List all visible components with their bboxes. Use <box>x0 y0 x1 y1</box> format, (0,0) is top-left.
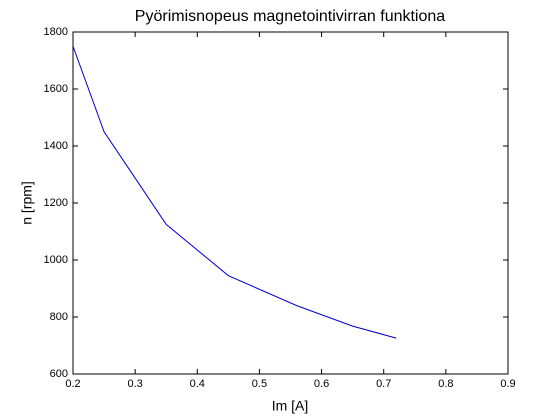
y-axis-label: n [rpm] <box>19 181 35 225</box>
data-line <box>72 46 397 339</box>
y-tick-label: 1600 <box>44 83 68 95</box>
y-tick-label: 1400 <box>44 140 68 152</box>
y-tick-label: 1800 <box>44 26 68 38</box>
x-tick-label: 0.2 <box>65 378 80 390</box>
x-tick-label: 0.4 <box>190 378 205 390</box>
x-tick-label: 0.5 <box>252 378 267 390</box>
x-tick-label: 0.3 <box>127 378 142 390</box>
y-tick-label: 600 <box>50 368 68 380</box>
x-axis-label: Im [A] <box>272 398 309 414</box>
x-tick-label: 0.9 <box>500 378 515 390</box>
x-tick-label: 0.8 <box>438 378 453 390</box>
y-tick-label: 800 <box>50 311 68 323</box>
x-tick-label: 0.6 <box>314 378 329 390</box>
chart-title: Pyörimisnopeus magnetointivirran funktio… <box>135 8 445 25</box>
x-tick-label: 0.7 <box>376 378 391 390</box>
y-tick-label: 1000 <box>44 254 68 266</box>
y-tick-label: 1200 <box>44 197 68 209</box>
